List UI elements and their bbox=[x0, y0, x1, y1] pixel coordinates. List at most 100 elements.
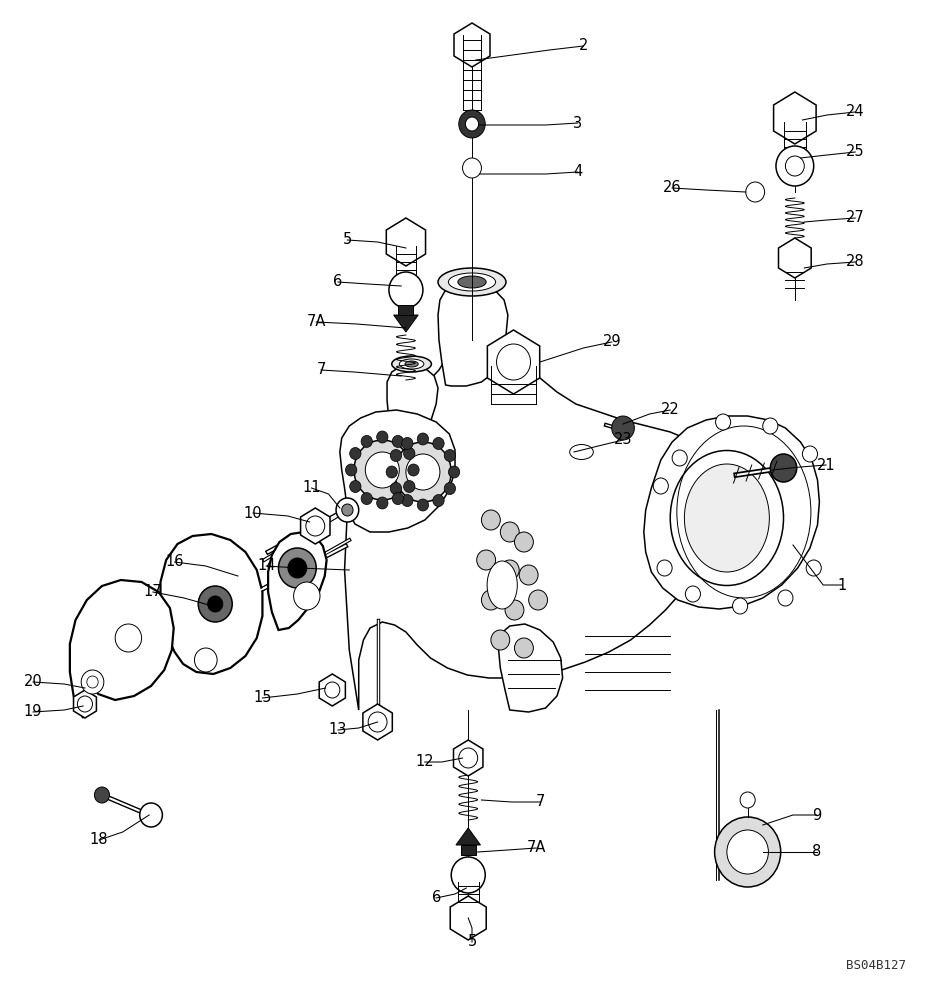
Circle shape bbox=[395, 442, 451, 502]
Circle shape bbox=[325, 682, 340, 698]
Circle shape bbox=[278, 548, 316, 588]
Text: 20: 20 bbox=[24, 674, 42, 690]
Text: 7A: 7A bbox=[307, 314, 326, 330]
Circle shape bbox=[500, 560, 519, 580]
Text: 19: 19 bbox=[24, 704, 42, 720]
Circle shape bbox=[368, 712, 387, 732]
Circle shape bbox=[740, 792, 755, 808]
Circle shape bbox=[445, 450, 456, 462]
Ellipse shape bbox=[458, 276, 486, 288]
Text: 11: 11 bbox=[302, 481, 321, 495]
Circle shape bbox=[377, 431, 388, 443]
Polygon shape bbox=[456, 828, 480, 845]
Circle shape bbox=[389, 272, 423, 308]
Circle shape bbox=[505, 600, 524, 620]
Circle shape bbox=[776, 146, 814, 186]
Circle shape bbox=[529, 590, 548, 610]
Circle shape bbox=[770, 454, 797, 482]
Polygon shape bbox=[773, 92, 817, 144]
Circle shape bbox=[406, 454, 440, 490]
Text: 6: 6 bbox=[431, 890, 441, 906]
Circle shape bbox=[404, 480, 415, 492]
Polygon shape bbox=[644, 416, 819, 609]
Circle shape bbox=[727, 830, 768, 874]
Circle shape bbox=[806, 560, 821, 576]
Circle shape bbox=[491, 630, 510, 650]
Circle shape bbox=[390, 450, 401, 462]
Circle shape bbox=[288, 558, 307, 578]
Polygon shape bbox=[386, 218, 426, 266]
Polygon shape bbox=[779, 238, 811, 278]
Circle shape bbox=[362, 435, 372, 447]
Circle shape bbox=[500, 522, 519, 542]
Text: 5: 5 bbox=[343, 232, 352, 247]
Polygon shape bbox=[394, 315, 418, 332]
Circle shape bbox=[349, 480, 361, 492]
Circle shape bbox=[349, 448, 361, 460]
Text: 22: 22 bbox=[661, 402, 680, 418]
Text: 8: 8 bbox=[812, 844, 821, 859]
Circle shape bbox=[451, 857, 485, 893]
Circle shape bbox=[657, 560, 672, 576]
Text: 15: 15 bbox=[253, 690, 272, 706]
Circle shape bbox=[402, 437, 413, 449]
Text: 9: 9 bbox=[812, 808, 821, 822]
Circle shape bbox=[354, 440, 411, 500]
Polygon shape bbox=[268, 532, 327, 630]
Circle shape bbox=[306, 516, 325, 536]
Polygon shape bbox=[70, 580, 174, 718]
Circle shape bbox=[785, 156, 804, 176]
Circle shape bbox=[746, 182, 765, 202]
Circle shape bbox=[459, 110, 485, 138]
Polygon shape bbox=[319, 674, 346, 706]
Circle shape bbox=[77, 696, 93, 712]
Circle shape bbox=[763, 418, 778, 434]
Circle shape bbox=[481, 510, 500, 530]
Circle shape bbox=[685, 586, 700, 602]
Circle shape bbox=[87, 676, 98, 688]
Text: 3: 3 bbox=[573, 115, 582, 130]
Circle shape bbox=[733, 598, 748, 614]
Circle shape bbox=[716, 414, 731, 430]
Circle shape bbox=[81, 670, 104, 694]
Circle shape bbox=[448, 466, 460, 478]
Ellipse shape bbox=[487, 561, 517, 609]
Polygon shape bbox=[454, 23, 490, 67]
Circle shape bbox=[404, 448, 415, 460]
Text: 1: 1 bbox=[837, 578, 847, 592]
Ellipse shape bbox=[684, 464, 769, 572]
Circle shape bbox=[481, 590, 500, 610]
Circle shape bbox=[778, 590, 793, 606]
Polygon shape bbox=[300, 508, 330, 544]
Polygon shape bbox=[438, 282, 508, 386]
Circle shape bbox=[514, 638, 533, 658]
Bar bbox=[398, 305, 413, 315]
Circle shape bbox=[336, 498, 359, 522]
Circle shape bbox=[802, 446, 818, 462]
Circle shape bbox=[653, 478, 668, 494]
Circle shape bbox=[465, 117, 479, 131]
Polygon shape bbox=[340, 410, 455, 532]
Text: 24: 24 bbox=[846, 104, 865, 119]
Text: 25: 25 bbox=[846, 144, 865, 159]
Circle shape bbox=[377, 497, 388, 509]
Ellipse shape bbox=[448, 273, 496, 291]
Text: 6: 6 bbox=[333, 274, 343, 290]
Circle shape bbox=[194, 648, 217, 672]
Text: 4: 4 bbox=[573, 164, 582, 180]
Polygon shape bbox=[387, 364, 438, 442]
Circle shape bbox=[672, 450, 687, 466]
Text: 28: 28 bbox=[846, 254, 865, 269]
Text: 2: 2 bbox=[579, 38, 588, 53]
Circle shape bbox=[365, 452, 399, 488]
Circle shape bbox=[445, 483, 456, 494]
Circle shape bbox=[402, 495, 413, 507]
Circle shape bbox=[408, 464, 419, 476]
Circle shape bbox=[417, 499, 429, 511]
Circle shape bbox=[459, 748, 478, 768]
Circle shape bbox=[432, 437, 444, 449]
Circle shape bbox=[417, 433, 429, 445]
Ellipse shape bbox=[392, 356, 431, 372]
Polygon shape bbox=[498, 624, 563, 712]
Circle shape bbox=[386, 466, 397, 478]
